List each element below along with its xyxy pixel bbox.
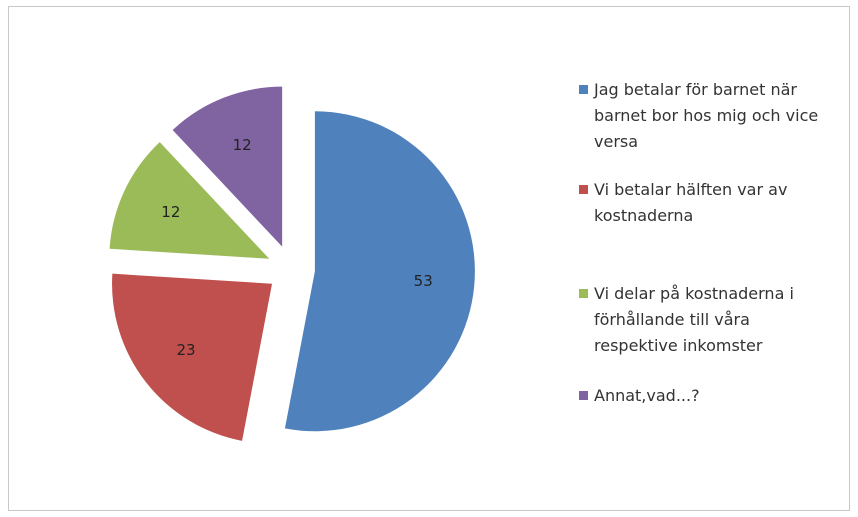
legend-label: Jag betalar för barnet när barnet bor ho… (594, 80, 819, 151)
legend-item: Vi delar på kostnaderna i förhållande ti… (579, 281, 829, 359)
pie-slice (284, 111, 475, 432)
pie-chart: 53 23 12 12 (109, 86, 475, 441)
legend-label: Annat,vad...? (594, 386, 700, 405)
legend-item: Annat,vad...? (579, 383, 829, 409)
data-label: 12 (233, 136, 252, 154)
legend-label: Vi delar på kostnaderna i förhållande ti… (594, 284, 794, 355)
legend-swatch (579, 289, 588, 298)
legend-item: Jag betalar för barnet när barnet bor ho… (579, 77, 829, 155)
data-label: 12 (161, 203, 180, 221)
data-label: 23 (177, 341, 196, 359)
legend-item: Vi betalar hälften var av kostnaderna (579, 177, 829, 229)
chart-frame: 53 23 12 12 Jag betalar för barnet när barn… (8, 6, 850, 511)
legend-swatch (579, 391, 588, 400)
pie-slice (109, 142, 270, 259)
legend-label: Vi betalar hälften var av kostnaderna (594, 180, 788, 225)
legend-swatch (579, 85, 588, 94)
pie-slice (112, 273, 273, 441)
pie-slice (172, 86, 283, 247)
legend-swatch (579, 185, 588, 194)
data-label: 53 (414, 272, 433, 290)
